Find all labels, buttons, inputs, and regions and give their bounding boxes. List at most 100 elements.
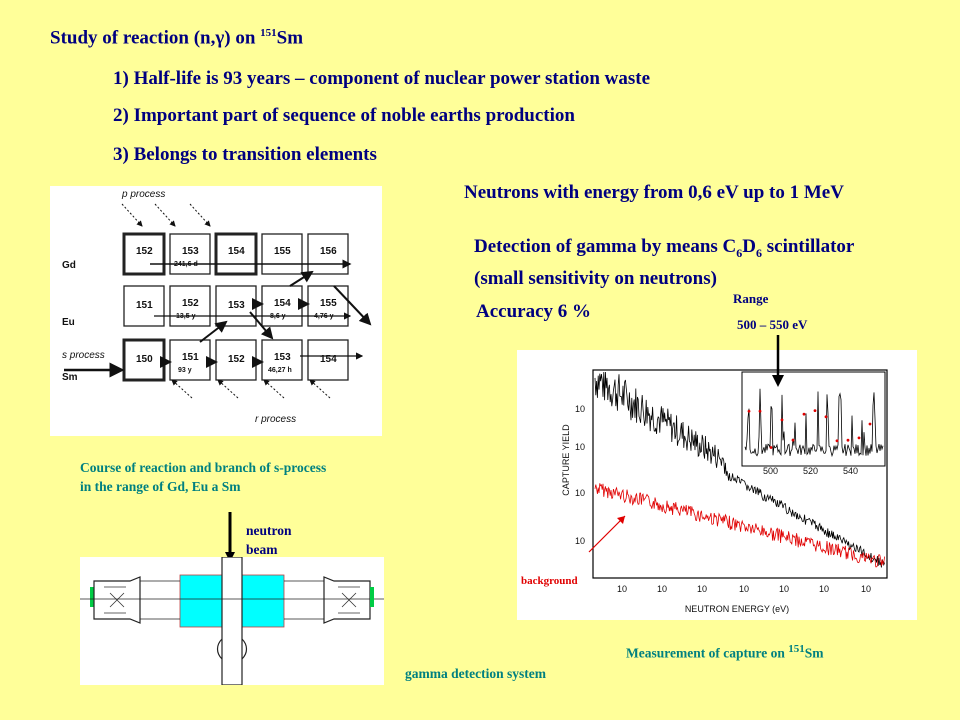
- cell-gd152: [122, 232, 166, 276]
- s-arrow: [199, 320, 228, 343]
- cell-text: 150: [136, 354, 153, 365]
- plot-caption: Measurement of capture on 151Sm: [626, 640, 824, 663]
- cell-text: 153: [228, 300, 245, 311]
- inset-tick: 540: [843, 466, 858, 476]
- inset-point: [791, 438, 795, 442]
- row-label-eu: Eu: [62, 317, 75, 328]
- detection-sub2: 6: [756, 245, 762, 260]
- scintillator-left: [179, 574, 223, 628]
- cell-text: 152: [228, 354, 245, 365]
- accuracy: Accuracy 6 %: [476, 301, 592, 322]
- cell-gd153: [169, 233, 211, 275]
- cell-text: 154: [274, 298, 291, 309]
- neutron-beam-line1: neutron: [246, 523, 292, 538]
- p-arrow: [154, 203, 176, 227]
- r-arrow: [309, 379, 331, 399]
- inset-point: [857, 436, 861, 440]
- range-label: Range: [733, 291, 769, 306]
- cell-text: 151: [182, 352, 199, 363]
- p-arrow: [189, 203, 211, 227]
- title-text: Study of reaction (n,γ) on: [50, 27, 261, 49]
- background-arrow: [588, 515, 626, 553]
- inset-point: [813, 409, 817, 413]
- r-process-label: r process: [255, 414, 296, 425]
- inset-point: [802, 412, 806, 416]
- s-arrow: [333, 285, 372, 326]
- inset-curve: [744, 388, 884, 458]
- ytick: 10: [575, 536, 585, 546]
- capture-plot-svg: CAPTURE YIELD NEUTRON ENERGY (eV) 10 10 …: [521, 369, 888, 614]
- cell-text: 152: [182, 298, 199, 309]
- cell-gd155: [261, 233, 303, 275]
- cell-sm153: [261, 339, 303, 381]
- p-process-label: p process: [121, 189, 165, 200]
- scintillator-right: [241, 574, 285, 628]
- cell-text: 156: [320, 246, 337, 257]
- cell-text: 152: [136, 246, 153, 257]
- xtick: 10: [779, 584, 789, 594]
- detection-sub1: 6: [736, 245, 743, 260]
- detector-drawing: [80, 556, 384, 686]
- background-curve: [594, 483, 885, 568]
- point-3: 3) Belongs to transition elements: [113, 144, 377, 165]
- plot-caption-mass: 151: [788, 643, 805, 655]
- plot-frame: [592, 369, 888, 579]
- range-value: 500 – 550 eV: [737, 317, 808, 332]
- row-label-gd: Gd: [62, 260, 76, 271]
- title-element: Sm: [276, 27, 304, 49]
- diagram-caption: Course of reaction and branch of s-proce…: [80, 458, 326, 496]
- xtick: 10: [617, 584, 627, 594]
- inset-point: [824, 415, 828, 419]
- inset-point: [868, 422, 872, 426]
- neutron-beam-label: neutron beam: [246, 521, 292, 559]
- nuclide-chart-svg: p process Gd Eu Sm 152 153 154 155 156 2…: [62, 189, 372, 425]
- title-mass: 151: [260, 27, 277, 39]
- cell-gd156: [307, 233, 349, 275]
- inset-point: [835, 439, 839, 443]
- cell-sm150: [122, 338, 166, 382]
- nuclide-chart: p process Gd Eu Sm 152 153 154 155 156 2…: [50, 186, 382, 436]
- row-label-sm: Sm: [62, 372, 78, 383]
- range-arrow: [772, 335, 784, 387]
- cell-gd154: [214, 232, 258, 276]
- xtick: 10: [861, 584, 871, 594]
- cell-sm151: [169, 339, 211, 381]
- inset-point: [747, 409, 751, 413]
- point-1: 1) Half-life is 93 years – component of …: [113, 68, 651, 89]
- cell-text: 155: [274, 246, 291, 257]
- xtick: 10: [819, 584, 829, 594]
- detection-mid: D: [742, 236, 756, 257]
- plot-caption-text: Measurement of capture on: [626, 645, 789, 661]
- neutron-beam-line2: beam: [246, 542, 278, 557]
- r-arrow: [217, 379, 239, 399]
- page-title: Study of reaction (n,γ) on 151Sm: [50, 27, 303, 49]
- detection-line2: (small sensitivity on neutrons): [474, 267, 717, 289]
- ytick: 10: [575, 404, 585, 414]
- diagram-caption-line1: Course of reaction and branch of s-proce…: [80, 460, 327, 475]
- r-arrow: [171, 379, 193, 399]
- detector-svg: [80, 556, 384, 686]
- xtick: 10: [697, 584, 707, 594]
- gamma-system-caption: gamma detection system: [405, 666, 546, 681]
- cell-eu152: [169, 285, 211, 327]
- point-2: 2) Important part of sequence of noble e…: [113, 105, 575, 126]
- inset-point: [758, 409, 762, 413]
- cell-sm154: [307, 339, 349, 381]
- halflife-text: 93 y: [178, 367, 192, 374]
- inset-point: [846, 438, 850, 442]
- cell-text: 153: [182, 246, 199, 257]
- neutrons-energy: Neutrons with energy from 0,6 eV up to 1…: [464, 182, 844, 203]
- detection-prefix: Detection of gamma by means C: [474, 236, 737, 257]
- ytick: 10: [575, 488, 585, 498]
- xtick: 10: [657, 584, 667, 594]
- s-arrow: [289, 270, 314, 287]
- plot-xlabel: NEUTRON ENERGY (eV): [685, 604, 789, 614]
- detection-suffix: scintillator: [762, 236, 855, 257]
- p-arrow: [121, 203, 143, 227]
- cell-text: 153: [274, 352, 291, 363]
- cell-text: 151: [136, 300, 153, 311]
- cell-text: 154: [320, 354, 337, 365]
- r-arrow: [263, 379, 285, 399]
- plot-inset: [741, 371, 886, 467]
- background-label: background: [521, 575, 578, 587]
